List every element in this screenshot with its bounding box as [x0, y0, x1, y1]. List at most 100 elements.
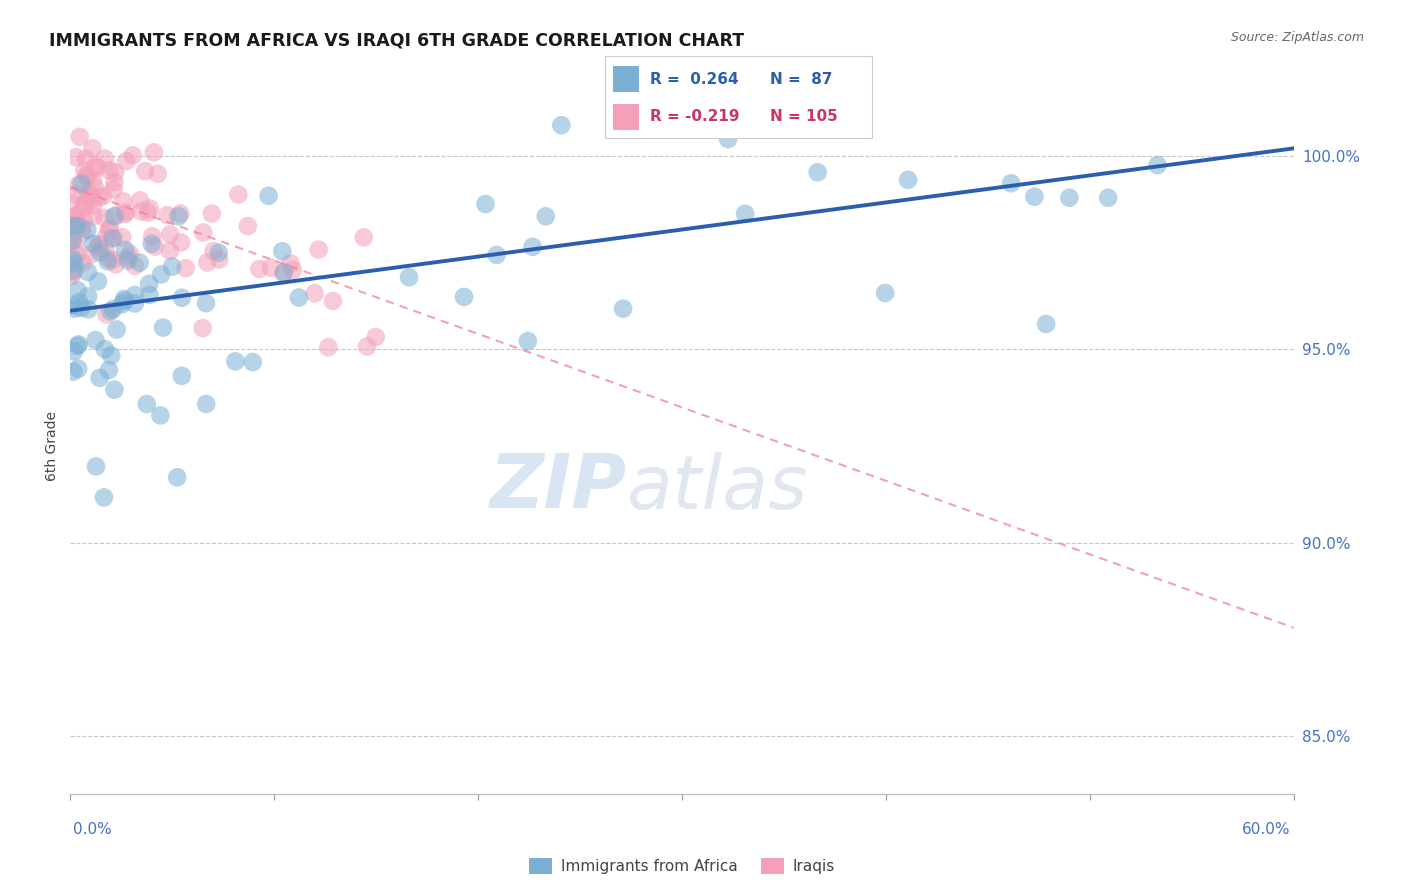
Point	[169, 206, 191, 220]
Point	[1097, 191, 1119, 205]
Point	[1000, 176, 1022, 190]
Point	[115, 205, 138, 219]
Point	[67, 178, 90, 192]
Point	[101, 231, 124, 245]
Point	[63, 263, 86, 277]
Point	[103, 383, 125, 397]
Point	[202, 244, 225, 259]
Point	[73, 214, 96, 228]
Point	[156, 208, 179, 222]
Point	[136, 205, 159, 219]
Point	[159, 227, 181, 242]
Point	[112, 194, 135, 209]
Point	[75, 195, 97, 210]
Point	[224, 354, 246, 368]
Bar	[613, 66, 640, 92]
Point	[166, 470, 188, 484]
Point	[353, 230, 375, 244]
Point	[103, 209, 125, 223]
Point	[141, 229, 163, 244]
Point	[72, 200, 94, 214]
Point	[65, 258, 87, 272]
Point	[149, 409, 172, 423]
Point	[242, 355, 264, 369]
Point	[1146, 158, 1168, 172]
Point	[100, 304, 122, 318]
Point	[75, 169, 97, 183]
Point	[195, 397, 218, 411]
Point	[364, 330, 387, 344]
Point	[73, 164, 96, 178]
Point	[77, 265, 100, 279]
Point	[453, 290, 475, 304]
Point	[280, 256, 302, 270]
Point	[170, 368, 193, 383]
Point	[160, 260, 183, 274]
Point	[228, 187, 250, 202]
Point	[77, 302, 100, 317]
Point	[134, 164, 156, 178]
Point	[86, 161, 108, 175]
Point	[170, 291, 193, 305]
Point	[94, 342, 117, 356]
Point	[105, 322, 128, 336]
Point	[67, 361, 90, 376]
Point	[281, 263, 304, 277]
Point	[474, 197, 496, 211]
Point	[356, 339, 378, 353]
Point	[89, 245, 111, 260]
Point	[100, 348, 122, 362]
Point	[63, 238, 86, 252]
Point	[94, 243, 117, 257]
Point	[304, 286, 326, 301]
Point	[89, 371, 111, 385]
Point	[69, 129, 91, 144]
Point	[87, 274, 110, 288]
Point	[65, 209, 87, 223]
Point	[128, 255, 150, 269]
Point	[104, 257, 127, 271]
Point	[84, 459, 107, 474]
Point	[66, 219, 89, 233]
Point	[82, 199, 104, 213]
Point	[93, 491, 115, 505]
Point	[72, 226, 94, 240]
Point	[80, 191, 103, 205]
Point	[807, 165, 830, 179]
Text: N = 105: N = 105	[770, 110, 838, 124]
Point	[94, 152, 117, 166]
Point	[82, 236, 104, 251]
Point	[98, 223, 121, 237]
Text: R =  0.264: R = 0.264	[650, 71, 738, 87]
Point	[60, 235, 83, 250]
Point	[114, 243, 136, 257]
Point	[62, 299, 84, 313]
Point	[84, 333, 107, 347]
Point	[65, 150, 87, 164]
Point	[66, 215, 89, 229]
Point	[135, 397, 157, 411]
Point	[139, 202, 162, 216]
Point	[288, 291, 311, 305]
Point	[129, 204, 152, 219]
Point	[273, 265, 295, 279]
Point	[114, 294, 136, 309]
Point	[167, 209, 190, 223]
Point	[103, 231, 125, 245]
Point	[112, 292, 135, 306]
Point	[98, 220, 121, 235]
Point	[70, 301, 93, 315]
Point	[89, 237, 111, 252]
Point	[124, 259, 146, 273]
Text: R = -0.219: R = -0.219	[650, 110, 740, 124]
Point	[717, 132, 740, 146]
Point	[66, 339, 89, 353]
Point	[111, 230, 134, 244]
Point	[124, 296, 146, 310]
Point	[121, 148, 143, 162]
Point	[260, 260, 283, 275]
Text: ZIP: ZIP	[489, 451, 627, 524]
Point	[201, 206, 224, 220]
Point	[129, 194, 152, 208]
Point	[93, 211, 115, 225]
